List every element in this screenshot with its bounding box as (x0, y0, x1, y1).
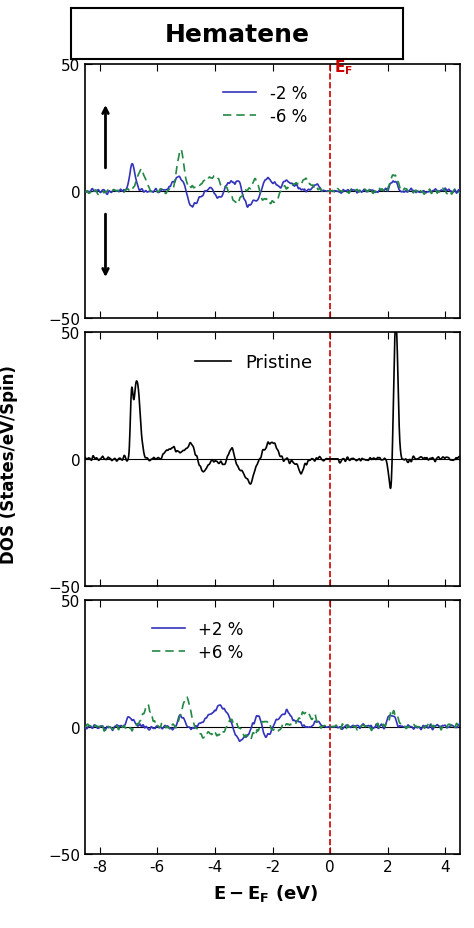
Text: DOS (States/eV/Spin): DOS (States/eV/Spin) (0, 365, 18, 563)
Legend: +2 %, +6 %: +2 %, +6 % (145, 613, 250, 668)
Legend: -2 %, -6 %: -2 %, -6 % (216, 78, 314, 133)
Legend: Pristine: Pristine (188, 347, 320, 379)
Text: Hematene: Hematene (164, 23, 310, 46)
Text: $\mathbf{E_F}$: $\mathbf{E_F}$ (335, 58, 354, 77)
Text: $\mathbf{E - E_F}$ $\mathbf{(eV)}$: $\mathbf{E - E_F}$ $\mathbf{(eV)}$ (213, 883, 318, 903)
